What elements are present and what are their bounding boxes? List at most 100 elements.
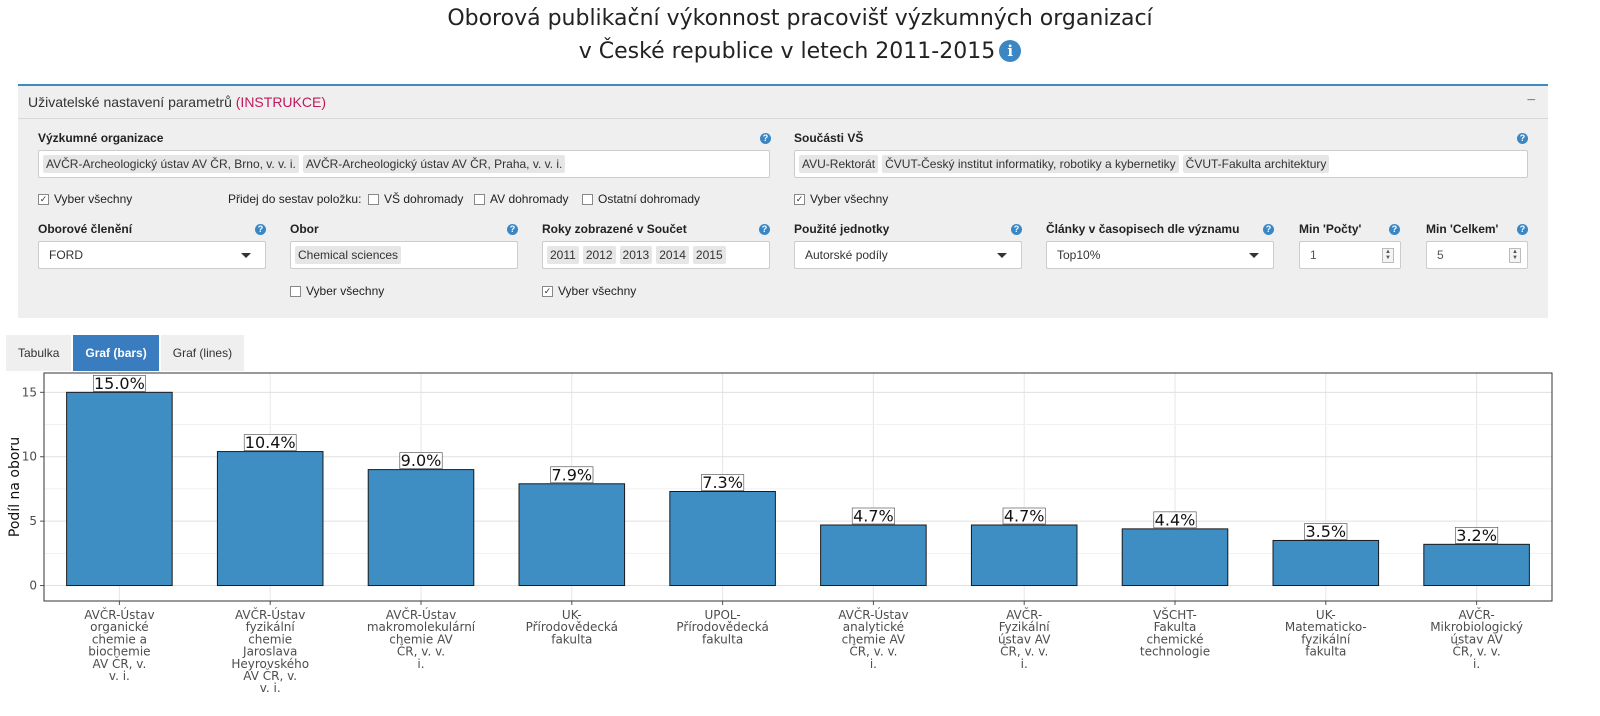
data-label-box bbox=[93, 375, 146, 392]
other-together-checkbox[interactable]: Ostatní dohromady bbox=[582, 192, 700, 206]
data-label-box bbox=[1002, 507, 1046, 525]
x-tick-label-line: Matematicko- bbox=[1285, 620, 1367, 634]
min-total-input[interactable]: 5 ▲ ▼ bbox=[1426, 241, 1528, 269]
data-label: 3.2% bbox=[1456, 526, 1497, 545]
x-tick-label-line: i. bbox=[1473, 657, 1480, 671]
x-tick-label-line: Fakulta bbox=[1154, 620, 1197, 634]
units-select[interactable]: Autorské podíly bbox=[794, 241, 1022, 269]
x-tick-label-line: AVČR- bbox=[1458, 607, 1494, 622]
x-tick-label-line: Heyrovského bbox=[231, 657, 309, 671]
x-tick-label-line: UK- bbox=[562, 608, 582, 622]
years-help-icon[interactable]: ? bbox=[759, 224, 770, 235]
selected-chip[interactable]: 2011 bbox=[547, 246, 579, 264]
units-help-icon[interactable]: ? bbox=[1011, 224, 1022, 235]
articles-label: Články v časopisech dle významu bbox=[1046, 222, 1240, 236]
data-label-box bbox=[1455, 527, 1499, 544]
x-tick-label: AVČR-Ústav analytické chemie AV ČR, v. v. i. bbox=[838, 607, 908, 671]
page-title: Oborová publikační výkonnost pracovišť v… bbox=[0, 2, 1600, 68]
bar bbox=[669, 491, 776, 587]
x-tick-label-line: chemie AV bbox=[842, 632, 906, 646]
spinner-icon[interactable]: ▲ ▼ bbox=[1382, 248, 1394, 263]
x-tick-label: UK-Přírodovědecká fakulta bbox=[526, 608, 618, 646]
selected-chip[interactable]: AVU-Rektorát bbox=[799, 155, 879, 173]
years-chips: 2011 2012 2013 2014 2015 bbox=[547, 246, 726, 264]
x-tick-label-line: AV ČR, v. bbox=[243, 668, 297, 683]
articles-value: Top10% bbox=[1057, 248, 1101, 262]
info-icon[interactable]: i bbox=[999, 40, 1022, 62]
min-counts-value: 1 bbox=[1310, 248, 1317, 262]
data-label-box bbox=[851, 507, 895, 525]
x-tick-label-line: fakulta bbox=[1305, 645, 1346, 659]
settings-title: Uživatelské nastavení parametrů (INSTRUK… bbox=[28, 94, 326, 110]
bar bbox=[367, 469, 475, 587]
x-tick-label-line: UPOL- bbox=[704, 608, 740, 622]
selected-chip[interactable]: ČVUT-Fakulta architektury bbox=[1182, 155, 1330, 173]
instructions-link[interactable]: (INSTRUKCE) bbox=[235, 94, 326, 110]
data-label: 7.3% bbox=[702, 473, 743, 492]
x-tick-label: AVČR-Ústav fyzikální chemie Jaroslava Heyrov… bbox=[231, 607, 309, 695]
bar bbox=[216, 451, 324, 587]
tab-graph-bars[interactable]: Graf (bars) bbox=[73, 335, 159, 371]
university-parts-help-icon[interactable]: ? bbox=[1517, 133, 1528, 144]
selected-chip[interactable]: ČVUT-Český institut informatiky, robotik… bbox=[882, 155, 1179, 173]
x-tick-label-line: VŠCHT- bbox=[1153, 607, 1197, 622]
plot-border bbox=[43, 372, 1553, 602]
selected-chip[interactable]: AVČR-Archeologický ústav AV ČR, Praha, v… bbox=[302, 155, 566, 173]
selected-chip[interactable]: 2012 bbox=[582, 246, 616, 264]
title-line-2: v České republice v letech 2011-2015 bbox=[578, 39, 996, 64]
select-all-orgs-checkbox[interactable]: ✓ Vyber všechny bbox=[38, 192, 132, 206]
chevron-down-icon bbox=[241, 253, 251, 258]
x-tick-label-line: chemické bbox=[1146, 632, 1203, 646]
checkbox-icon: ✓ bbox=[794, 193, 805, 205]
research-orgs-chips: AVČR-Archeologický ústav AV ČR, Brno, v.… bbox=[43, 155, 566, 173]
field-division-help-icon[interactable]: ? bbox=[255, 224, 266, 235]
tab-table[interactable]: Tabulka bbox=[6, 335, 72, 371]
spinner-icon[interactable]: ▲ ▼ bbox=[1509, 248, 1521, 263]
x-tick-label-line: i. bbox=[870, 657, 877, 671]
other-together-label: Ostatní dohromady bbox=[598, 192, 701, 206]
bar bbox=[1272, 539, 1380, 587]
selected-chip[interactable]: 2014 bbox=[656, 246, 689, 264]
y-tick-label: 5 bbox=[29, 514, 37, 528]
x-tick-label-line: makromolekulární bbox=[367, 620, 476, 634]
x-tick-label: AVČR-Mikrobiologický ústav AV ČR, v. v. i. bbox=[1430, 607, 1523, 671]
field-help-icon[interactable]: ? bbox=[507, 224, 518, 235]
units-value: Autorské podíly bbox=[805, 248, 888, 262]
research-orgs-input[interactable]: AVČR-Archeologický ústav AV ČR, Brno, v.… bbox=[38, 150, 770, 178]
articles-select[interactable]: Top10% bbox=[1046, 241, 1274, 269]
selected-chip[interactable]: 2015 bbox=[692, 246, 726, 264]
tab-graph-lines[interactable]: Graf (lines) bbox=[160, 335, 245, 371]
x-tick-label: VŠCHT-Fakulta chemické technologie bbox=[1140, 607, 1210, 659]
select-all-years-label: Vyber všechny bbox=[558, 284, 637, 298]
min-counts-help-icon[interactable]: ? bbox=[1389, 224, 1400, 235]
articles-help-icon[interactable]: ? bbox=[1263, 224, 1274, 235]
x-tick-label-line: ústav AV bbox=[1450, 632, 1503, 646]
select-all-years-checkbox[interactable]: ✓ Vyber všechny bbox=[542, 284, 636, 298]
vs-together-label: VŠ dohromady bbox=[384, 192, 464, 206]
select-all-univ-checkbox[interactable]: ✓ Vyber všechny bbox=[794, 192, 888, 206]
x-tick-label-line: chemie bbox=[248, 632, 292, 646]
data-label-box bbox=[701, 474, 745, 491]
years-input[interactable]: 2011 2012 2013 2014 2015 bbox=[542, 241, 770, 269]
select-all-fields-checkbox[interactable]: Vyber všechny bbox=[290, 284, 384, 298]
x-tick-label-line: AV ČR, v. bbox=[93, 656, 147, 671]
data-label: 9.0% bbox=[401, 451, 442, 470]
selected-chip[interactable]: AVČR-Archeologický ústav AV ČR, Brno, v.… bbox=[43, 155, 299, 173]
min-total-help-icon[interactable]: ? bbox=[1517, 224, 1528, 235]
field-division-select[interactable]: FORD bbox=[38, 241, 266, 269]
data-label: 3.5% bbox=[1305, 522, 1346, 541]
x-tick-label-line: Přírodovědecká bbox=[676, 620, 768, 634]
vs-together-checkbox[interactable]: VŠ dohromady bbox=[368, 192, 463, 206]
x-tick-label-line: fakulta bbox=[702, 632, 743, 646]
x-tick-label-line: ČR, v. v. bbox=[1000, 644, 1048, 659]
university-parts-input[interactable]: AVU-Rektorát ČVUT-Český institut informat… bbox=[794, 150, 1528, 178]
checkbox-icon: ✓ bbox=[542, 285, 553, 297]
min-counts-input[interactable]: 1 ▲ ▼ bbox=[1299, 241, 1401, 269]
av-together-checkbox[interactable]: AV dohromady bbox=[474, 192, 569, 206]
selected-chip[interactable]: 2013 bbox=[619, 246, 653, 264]
field-input[interactable]: Chemical sciences bbox=[290, 241, 518, 269]
selected-chip[interactable]: Chemical sciences bbox=[295, 246, 402, 264]
collapse-button[interactable]: − bbox=[1526, 92, 1536, 109]
research-orgs-help-icon[interactable]: ? bbox=[760, 133, 771, 144]
